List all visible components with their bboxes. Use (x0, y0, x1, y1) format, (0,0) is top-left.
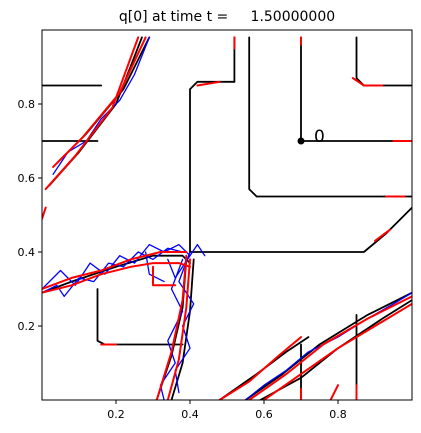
contour-line-blue (144, 251, 165, 283)
contour-line-red (42, 262, 191, 294)
contour-line-red (44, 36, 140, 191)
contour-line-blue (42, 243, 191, 290)
contour-line-red (248, 295, 412, 400)
contour-line-black (244, 291, 412, 400)
contour-line-black (355, 36, 412, 87)
plot-title: q[0] at time t = 1.50000000 (119, 9, 335, 25)
x-tick-label: 0.6 (255, 408, 273, 421)
series-red (42, 36, 412, 400)
contour-line-red (351, 77, 384, 87)
plot-area (42, 36, 412, 400)
y-axis: 0.2 0.4 0.6 0.8 (18, 98, 42, 333)
contour-line-red (52, 36, 147, 168)
contour-line-red (166, 258, 191, 400)
contour-line-red (152, 265, 177, 287)
annotation-label: 0 (314, 127, 325, 147)
x-tick-label: 0.8 (329, 408, 347, 421)
y-tick-label: 0.8 (18, 98, 36, 111)
contour-line-red (329, 384, 339, 400)
x-axis: 0.2 0.4 0.6 0.8 (107, 400, 347, 421)
contour-line-red (218, 336, 302, 400)
contour-line-blue (42, 247, 184, 298)
x-tick-label: 0.4 (181, 408, 199, 421)
contour-line-red (374, 228, 391, 242)
contour-line-red (155, 254, 188, 400)
y-tick-label: 0.2 (18, 320, 36, 333)
contour-line-red (42, 251, 188, 290)
contour-line-red (263, 302, 412, 400)
annotation-layer: 0 (297, 127, 325, 147)
y-tick-label: 0.4 (18, 246, 36, 259)
contour-line-red (196, 80, 221, 87)
annotation-marker (297, 137, 305, 145)
axes-frame (41, 29, 413, 401)
contour-line-red (42, 206, 47, 220)
contour-line-black (42, 254, 191, 294)
y-tick-label: 0.6 (18, 172, 36, 185)
contour-line-black (189, 206, 412, 253)
contour-line-black (96, 288, 184, 346)
x-tick-label: 0.2 (107, 408, 125, 421)
contour-line-black (248, 36, 412, 198)
